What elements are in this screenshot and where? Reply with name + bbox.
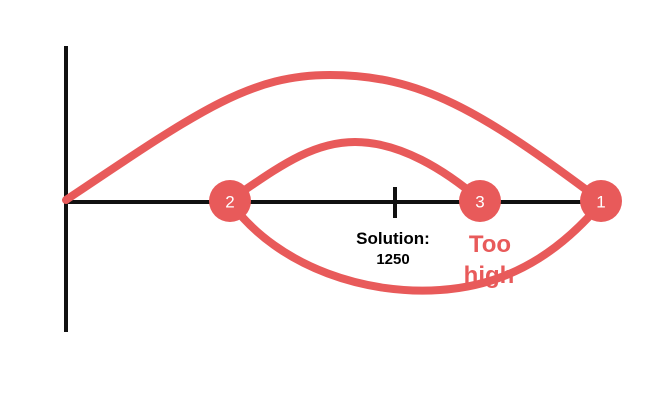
- node-3: 3: [459, 180, 501, 222]
- solution-value: 1250: [376, 251, 409, 268]
- node-3-circle: [459, 180, 501, 222]
- too-high-note-line-2: high: [464, 262, 515, 289]
- node-1-circle: [580, 180, 622, 222]
- solution-label: Solution:: [356, 229, 430, 248]
- node-2-label: 2: [225, 193, 234, 212]
- node-3-label: 3: [475, 193, 484, 212]
- node-2: 2: [209, 180, 251, 222]
- too-high-note-line-1: Too: [469, 231, 511, 258]
- arc-start-to-node-1: [62, 70, 604, 204]
- node-1-label: 1: [596, 193, 605, 212]
- node-2-circle: [209, 180, 251, 222]
- node-1: 1: [580, 180, 622, 222]
- arc-node-2-to-node-1: [226, 198, 606, 295]
- arc-node-2-to-node-3: [226, 137, 484, 204]
